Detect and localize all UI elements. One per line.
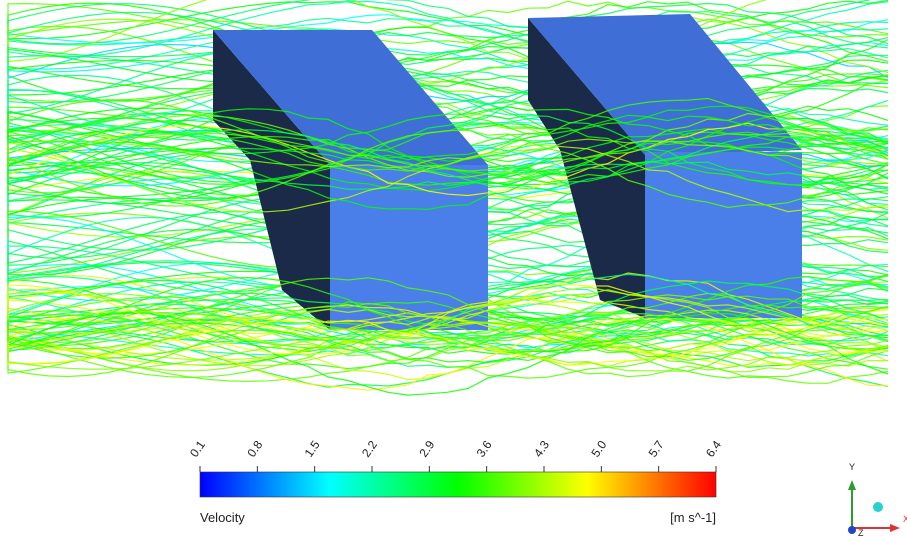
streamline <box>7 274 889 343</box>
streamline <box>7 0 768 64</box>
arrow <box>890 524 900 532</box>
streamline <box>7 115 889 161</box>
axis-label: X <box>903 514 907 524</box>
colorbar-units: [m s^-1] <box>670 510 716 525</box>
streamline <box>7 47 889 118</box>
streamline <box>7 129 889 209</box>
streamline <box>7 112 889 178</box>
streamline <box>7 114 889 186</box>
colorbar-ticks: 0.1 0.8 1.5 2.2 2.9 3.6 4.3 5.0 5.7 6.4 <box>187 438 724 472</box>
tick-label: 5.7 <box>646 438 667 460</box>
axis-triad: Y X Z <box>848 462 907 537</box>
streamline <box>7 0 889 61</box>
streamline <box>7 0 889 39</box>
streamline <box>7 289 889 332</box>
streamline <box>7 309 889 370</box>
streamline <box>7 1 889 66</box>
tick-label: 0.8 <box>244 438 265 460</box>
streamline <box>7 132 889 172</box>
colorbar: 0.1 0.8 1.5 2.2 2.9 3.6 4.3 5.0 5.7 6.4 Velocity … <box>187 438 724 525</box>
streamline <box>7 334 889 372</box>
block-top <box>528 14 802 155</box>
colorbar-scale <box>199 471 717 498</box>
streamline <box>7 31 889 60</box>
streamline <box>7 138 889 169</box>
tick-label: 1.5 <box>302 438 323 460</box>
tick-label: 6.4 <box>703 438 724 460</box>
axis-label: Z <box>858 528 864 537</box>
tick-label: 2.9 <box>416 438 437 460</box>
streamline <box>7 297 889 338</box>
streamline <box>7 321 889 362</box>
streamline <box>7 295 889 341</box>
streamline <box>7 321 889 364</box>
streamline <box>7 279 889 351</box>
streamline <box>7 144 889 213</box>
streamline <box>7 57 889 89</box>
tick-label: 5.0 <box>588 438 609 460</box>
streamline <box>7 23 889 91</box>
tick-label: 0.1 <box>187 438 208 460</box>
streamline <box>7 28 889 72</box>
streamline <box>7 131 889 186</box>
streamline <box>7 302 889 378</box>
streamline <box>7 14 889 45</box>
streamline <box>7 300 889 361</box>
obstacles <box>213 14 802 330</box>
streamline <box>7 52 889 87</box>
axis-label: Y <box>849 462 855 472</box>
streamline <box>7 97 889 172</box>
arrow <box>848 480 856 490</box>
block-top <box>213 30 488 165</box>
streamline <box>7 329 889 388</box>
tick-label: 2.2 <box>359 438 380 460</box>
tick-label: 3.6 <box>474 438 495 460</box>
streamline <box>7 273 889 342</box>
streamline <box>7 15 889 88</box>
streamline <box>7 40 889 76</box>
streamline <box>7 122 889 197</box>
streamline <box>7 128 889 190</box>
streamline <box>7 312 889 352</box>
streamlines <box>7 97 889 396</box>
streamline <box>7 0 872 46</box>
streamline <box>7 140 889 211</box>
streamline <box>7 41 889 102</box>
streamline <box>7 320 889 379</box>
streamline <box>7 318 889 391</box>
ball <box>873 502 883 512</box>
tick-label: 4.3 <box>531 438 552 460</box>
streamline <box>7 317 889 367</box>
colorbar-title: Velocity <box>200 510 245 525</box>
axis-z <box>848 526 856 534</box>
block-front <box>645 152 802 318</box>
streamline <box>7 160 889 190</box>
streamline <box>7 2 889 56</box>
streamline <box>7 328 889 379</box>
